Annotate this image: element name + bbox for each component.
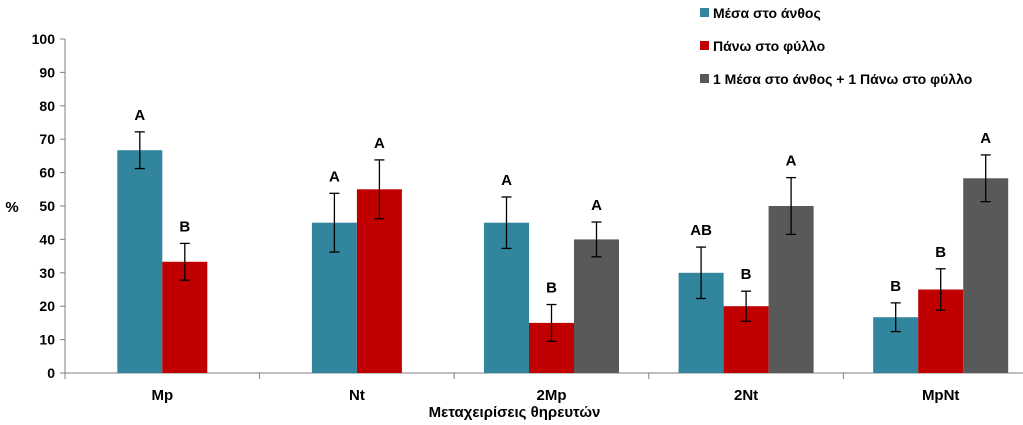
y-tick-label: 10 <box>39 332 55 348</box>
significance-label: A <box>786 153 797 170</box>
legend-item: Μέσα στο άνθος <box>700 5 821 21</box>
y-tick-label: 20 <box>39 298 55 314</box>
legend-item: Πάνω στο φύλλο <box>700 38 825 54</box>
x-tick-label: MpNt <box>922 387 960 404</box>
bar <box>117 150 163 373</box>
y-axis: 0 10 20 30 40 50 60 70 80 90 100 <box>32 31 66 381</box>
x-tick-label: 2Mp <box>537 387 567 404</box>
x-axis: Mp Nt 2Mp 2Nt MpNt <box>64 372 1023 404</box>
y-tick-label: 60 <box>39 165 55 181</box>
legend-swatch <box>700 41 709 50</box>
significance-label: B <box>546 280 557 297</box>
significance-label: A <box>980 130 991 147</box>
y-tick-label: 50 <box>39 198 55 214</box>
x-axis-title: Μεταχειρίσεις θηρευτών <box>429 404 601 421</box>
significance-label: A <box>329 168 340 185</box>
y-tick-label: 0 <box>47 365 55 381</box>
y-tick-label: 40 <box>39 231 55 247</box>
legend-label: 1 Μέσα στο άνθος + 1 Πάνω στο φύλλο <box>713 71 972 87</box>
x-tick-label: Mp <box>151 387 173 404</box>
y-tick-label: 30 <box>39 265 55 281</box>
y-tick-label: 100 <box>32 31 56 47</box>
x-tick-label: 2Nt <box>734 387 758 404</box>
legend-swatch <box>700 74 709 83</box>
bar <box>356 189 402 373</box>
y-tick-label: 70 <box>39 131 55 147</box>
significance-label: B <box>890 278 901 295</box>
significance-label: A <box>134 107 145 124</box>
significance-label: B <box>935 244 946 261</box>
legend: Μέσα στο άνθος Πάνω στο φύλλο 1 Μέσα στο ά… <box>700 5 972 87</box>
y-tick-label: 90 <box>39 64 55 80</box>
bar <box>963 178 1009 373</box>
significance-label: B <box>741 266 752 283</box>
legend-label: Πάνω στο φύλλο <box>713 38 825 54</box>
y-tick-label: 80 <box>39 98 55 114</box>
significance-label: AB <box>690 222 712 239</box>
y-axis-title: % <box>5 199 18 216</box>
significance-label: A <box>591 197 602 214</box>
legend-swatch <box>700 8 709 17</box>
legend-label: Μέσα στο άνθος <box>713 5 821 21</box>
significance-label: A <box>501 172 512 189</box>
bar <box>574 239 619 373</box>
legend-item: 1 Μέσα στο άνθος + 1 Πάνω στο φύλλο <box>700 71 972 87</box>
significance-label: A <box>374 135 385 152</box>
x-tick-label: Nt <box>349 387 365 404</box>
significance-label: B <box>179 218 190 235</box>
